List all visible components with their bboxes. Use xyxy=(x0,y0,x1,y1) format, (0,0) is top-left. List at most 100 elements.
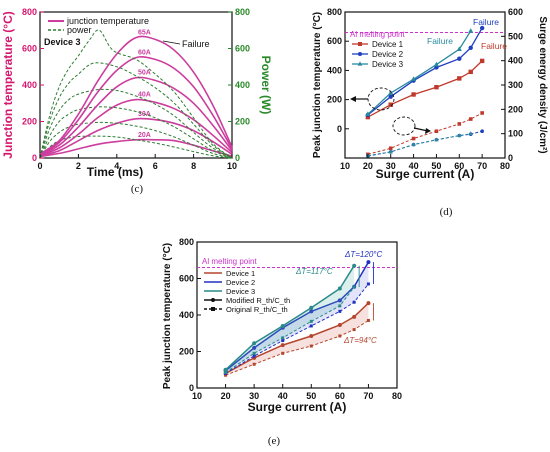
panel-d-plot xyxy=(345,25,505,158)
legend-marker-Device 1 xyxy=(358,42,362,46)
modified-point-Device 2 xyxy=(337,298,342,303)
modified-point-Device 1 xyxy=(280,343,285,348)
modified-point-Device 1 xyxy=(309,333,314,338)
legend-label-4: Original R_th/C_th xyxy=(226,305,288,314)
original-point-Device 2 xyxy=(252,354,256,358)
panel-d: 10 20 30 40 50 60 70 80020040060080001002003004… xyxy=(312,7,548,218)
panel-c-xlabel: Time (ms) xyxy=(87,165,143,179)
panel-c-ytick-label: 600 xyxy=(22,44,37,54)
panel-e-ytick-label: 400 xyxy=(179,310,194,320)
modified-point-Device 3 xyxy=(337,286,342,291)
original-point-Device 3 xyxy=(352,285,356,289)
panel-c-xtick-label: 6 xyxy=(153,161,158,171)
modified-point-Device 2 xyxy=(252,345,257,350)
modified-point-Device 3 xyxy=(252,341,257,346)
energy-point-Device 3 xyxy=(468,131,473,136)
panel-e-ytick-label: 0 xyxy=(189,383,194,393)
temperature-line-Device 3 xyxy=(367,30,472,115)
panel-c-xtick-label: 10 xyxy=(227,161,237,171)
panel-d-y2-ytick-label: 300 xyxy=(508,80,523,90)
temperature-point-Device 3 xyxy=(410,76,417,81)
energy-point-Device 1 xyxy=(468,117,473,121)
panel-e-dt-device3: ΔT=117°C xyxy=(295,267,333,276)
power-curve-50A xyxy=(39,88,233,159)
temperature-curve-65A xyxy=(39,35,233,155)
panel-d-ytick-label: 400 xyxy=(327,65,342,75)
panel-e-ytick-label: 600 xyxy=(179,274,194,284)
temperature-curve-30A xyxy=(39,117,233,157)
panel-c-device-label: Device 3 xyxy=(44,37,81,47)
panel-d-xtick-label: 40 xyxy=(409,161,419,171)
panel-d-xtick-label: 70 xyxy=(477,161,487,171)
original-line-Device 3 xyxy=(225,286,355,373)
series-label-20A: 20A xyxy=(138,132,151,139)
panel-e-label: (e) xyxy=(268,435,281,447)
panel-c-failure-label: Failure xyxy=(182,39,210,49)
panel-d-ytick-label: 800 xyxy=(327,7,342,17)
panel-d-ticks: 10 20 30 40 50 60 70 80020040060080001002003004… xyxy=(327,7,523,171)
legend-marker-4 xyxy=(211,307,215,311)
difference-band-Device 3 xyxy=(225,265,355,373)
temperature-curve-40A xyxy=(39,98,233,157)
legend-label-Device 1: Device 1 xyxy=(372,40,404,49)
energy-point-Device 1 xyxy=(411,136,416,141)
original-point-Device 3 xyxy=(309,319,313,323)
panel-e-xtick-label: 70 xyxy=(363,391,373,401)
panel-c-failure-arrow xyxy=(162,40,181,45)
energy-point-Device 1 xyxy=(457,122,462,126)
panel-d-failure-device3: Failure xyxy=(427,36,453,46)
panel-d-y2-ytick-label: 600 xyxy=(508,7,523,17)
original-point-Device 2 xyxy=(309,324,313,328)
temperature-point-Device 1 xyxy=(411,92,416,97)
panel-d-xtick-label: 80 xyxy=(500,161,510,171)
original-point-Device 1 xyxy=(352,328,356,332)
temperature-point-Device 3 xyxy=(433,61,440,67)
panel-d-y2-ytick-label: 400 xyxy=(508,56,523,66)
panel-d-ytick-label: 600 xyxy=(327,36,342,46)
power-curve-30A xyxy=(39,121,233,159)
power-curve-40A xyxy=(39,106,233,159)
original-point-Device 1 xyxy=(224,373,228,377)
legend-marker-3 xyxy=(211,298,215,302)
legend-label-Device 3: Device 3 xyxy=(372,60,404,69)
modified-point-Device 1 xyxy=(337,323,342,328)
energy-point-Device 3 xyxy=(388,149,393,154)
panel-e-xtick-label: 30 xyxy=(249,391,259,401)
panel-e-ytick-label: 200 xyxy=(179,347,194,357)
modified-point-Device 3 xyxy=(309,305,314,310)
panel-e-xtick-label: 20 xyxy=(221,391,231,401)
original-point-Device 1 xyxy=(366,318,370,322)
panel-e-xtick-label: 50 xyxy=(306,391,316,401)
original-point-Device 3 xyxy=(281,336,285,340)
power-curve-65A xyxy=(39,29,233,159)
series-label-50A: 50A xyxy=(138,70,151,77)
panel-c-y2-ytick-label: 800 xyxy=(235,7,250,17)
temperature-point-Device 1 xyxy=(468,69,473,75)
panel-d-xlabel: Surge current (A) xyxy=(376,167,475,181)
panel-c-y2-ytick-label: 200 xyxy=(235,117,250,127)
original-point-Device 2 xyxy=(281,339,285,343)
energy-point-Device 3 xyxy=(434,137,439,142)
temperature-curve-20A xyxy=(39,138,233,158)
legend-label-Device 2: Device 2 xyxy=(372,50,404,59)
temperature-point-Device 2 xyxy=(457,56,462,61)
modified-point-Device 3 xyxy=(280,323,285,328)
legend-label-2: Device 3 xyxy=(226,287,255,296)
original-point-Device 1 xyxy=(338,334,342,338)
temperature-curve-60A xyxy=(39,56,233,155)
panel-c-label: (c) xyxy=(131,183,144,195)
legend-temperature-label: junction temperature xyxy=(66,16,149,26)
difference-band-Device 2 xyxy=(225,262,369,374)
modified-point-Device 1 xyxy=(352,314,357,319)
modified-point-Device 3 xyxy=(223,367,228,372)
panel-e-plot xyxy=(197,260,397,377)
panel-c-y2-ytick-label: 600 xyxy=(235,44,250,54)
modified-point-Device 2 xyxy=(366,260,371,265)
energy-point-Device 2 xyxy=(480,129,484,134)
difference-band-Device 1 xyxy=(225,303,369,376)
panel-d-ytick-label: 200 xyxy=(327,95,342,105)
panel-d-xtick-label: 20 xyxy=(363,161,373,171)
